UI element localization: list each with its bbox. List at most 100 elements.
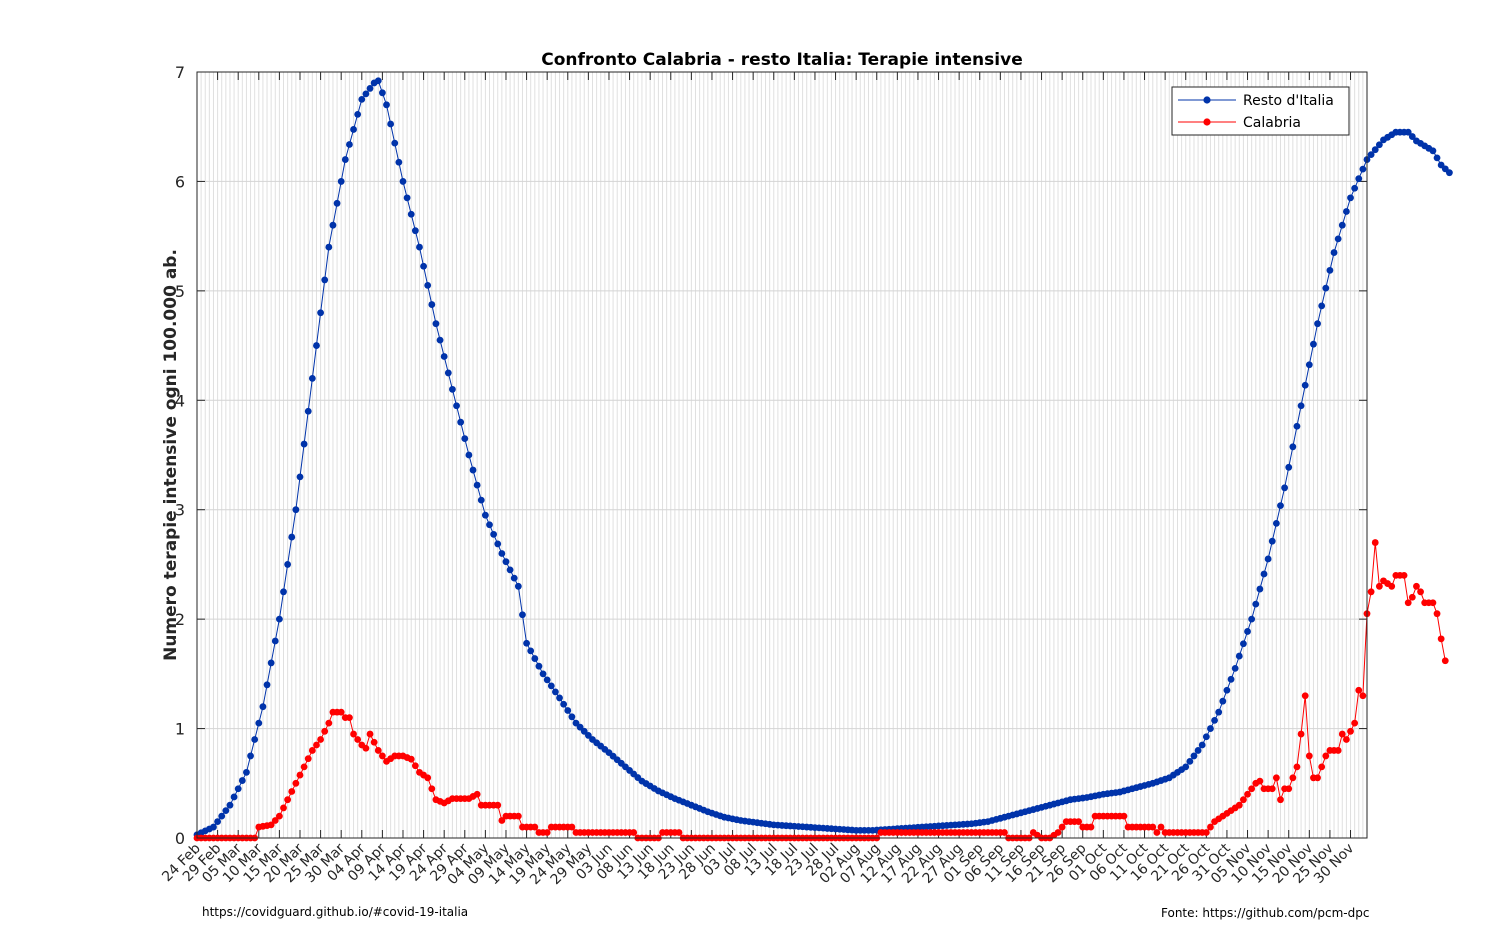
data-point [1326, 266, 1334, 274]
data-point [1277, 796, 1284, 804]
data-point [514, 812, 522, 820]
data-point [1314, 774, 1321, 782]
data-point [374, 747, 382, 754]
data-point [1182, 763, 1190, 771]
data-point [1359, 165, 1367, 173]
data-point [350, 126, 357, 133]
data-point [1281, 484, 1289, 492]
data-point [1445, 169, 1453, 177]
data-point [568, 823, 576, 831]
data-point [1437, 635, 1445, 643]
data-point [1186, 758, 1194, 765]
data-point [366, 85, 374, 92]
data-point [436, 336, 444, 344]
data-point [1371, 146, 1379, 154]
data-point [564, 707, 572, 714]
data-point [214, 818, 222, 825]
data-point [1310, 340, 1317, 348]
data-point [1330, 249, 1338, 256]
data-point [1388, 582, 1396, 590]
data-point [1338, 730, 1346, 738]
legend: Resto d'Italia Calabria [1171, 86, 1350, 136]
data-point [313, 342, 320, 349]
data-point [1157, 823, 1165, 831]
data-point [453, 402, 460, 410]
data-point [498, 550, 506, 557]
data-point [333, 199, 341, 207]
data-point [1227, 675, 1235, 683]
footer-source-right: Fonte: https://github.com/pcm-dpc [1161, 906, 1370, 920]
data-point [284, 561, 292, 568]
data-point [424, 281, 432, 289]
data-point [424, 774, 432, 782]
data-point [337, 178, 345, 185]
data-point [1272, 519, 1280, 527]
data-point [230, 793, 238, 801]
data-point [1297, 402, 1305, 410]
data-point [288, 533, 296, 541]
data-point [576, 723, 584, 731]
data-point [523, 639, 530, 647]
data-point [527, 647, 535, 655]
data-point [1400, 571, 1408, 579]
data-point [399, 178, 407, 185]
data-point [1207, 725, 1214, 732]
data-point [296, 771, 304, 779]
data-point [362, 90, 370, 98]
data-point [584, 732, 592, 739]
data-point [395, 158, 403, 166]
data-point [1413, 582, 1420, 590]
y-tick-label: 5 [175, 282, 185, 301]
data-point [502, 558, 510, 566]
data-point [321, 727, 329, 735]
data-point [1240, 796, 1247, 804]
data-point [329, 221, 337, 229]
data-point [292, 506, 300, 514]
data-point [259, 703, 267, 711]
data-point [300, 440, 308, 448]
data-point [1202, 829, 1210, 836]
data-point [350, 730, 357, 738]
data-point [1347, 194, 1354, 202]
data-point [251, 736, 259, 743]
data-point [1207, 823, 1214, 831]
data-point [1343, 208, 1350, 215]
data-point [440, 353, 448, 360]
data-point [1285, 463, 1293, 471]
legend-box [1171, 86, 1350, 136]
data-point [572, 719, 580, 727]
data-point [411, 762, 419, 770]
data-point [568, 713, 576, 721]
data-point [346, 714, 353, 722]
data-point [1293, 763, 1301, 771]
data-point [304, 755, 312, 763]
data-point [1087, 823, 1095, 831]
data-point [1417, 588, 1424, 596]
data-point [218, 812, 226, 820]
footer-source-left: https://covidguard.github.io/#covid-19-i… [202, 905, 469, 919]
data-point [1408, 593, 1416, 601]
data-point [486, 521, 493, 529]
data-point [1433, 154, 1441, 162]
data-point [1075, 818, 1083, 825]
data-point [222, 807, 230, 815]
data-point [473, 481, 481, 489]
data-point [407, 210, 415, 218]
data-point [428, 785, 436, 793]
data-point [1248, 615, 1256, 623]
series-resto-italia [193, 77, 1453, 839]
data-point [1305, 752, 1313, 760]
data-point [275, 615, 283, 623]
data-point [494, 540, 502, 548]
data-point [1289, 774, 1297, 782]
data-point [543, 676, 551, 684]
y-tick-label: 2 [175, 610, 185, 629]
data-point [1429, 599, 1437, 607]
data-point [494, 801, 502, 809]
data-point [1318, 763, 1326, 771]
data-point [1264, 555, 1272, 563]
data-point [1277, 502, 1284, 510]
data-point [461, 435, 469, 442]
data-point [1351, 719, 1359, 727]
data-point [1149, 823, 1157, 831]
